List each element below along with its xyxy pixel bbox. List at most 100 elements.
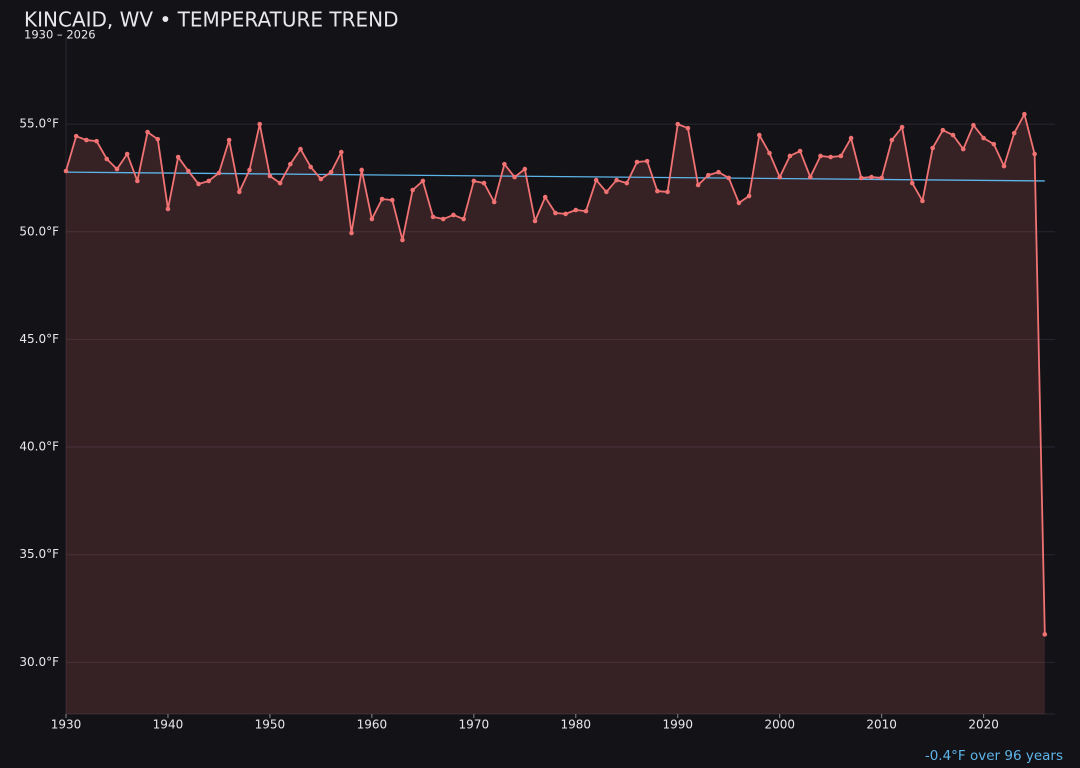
point xyxy=(420,178,426,184)
point xyxy=(542,194,548,200)
point xyxy=(491,199,497,205)
y-tick-label: 55.0°F xyxy=(19,117,59,131)
y-tick-label: 40.0°F xyxy=(19,440,59,454)
point xyxy=(1032,151,1037,157)
point xyxy=(889,137,895,143)
y-tick-label: 50.0°F xyxy=(19,224,59,238)
point xyxy=(186,168,191,174)
point xyxy=(257,121,263,127)
point xyxy=(583,208,589,214)
point xyxy=(848,135,854,141)
point xyxy=(308,164,314,170)
area-fill xyxy=(66,114,1045,714)
point xyxy=(114,166,120,172)
x-tick-label: 2020 xyxy=(968,718,999,732)
point xyxy=(451,212,456,218)
point xyxy=(104,156,110,162)
point xyxy=(858,175,864,181)
point xyxy=(644,158,650,164)
point xyxy=(593,177,599,183)
point xyxy=(400,237,405,243)
point xyxy=(532,218,538,224)
point xyxy=(624,180,630,186)
point xyxy=(247,167,252,173)
point xyxy=(237,189,242,195)
x-tick-label: 1970 xyxy=(459,718,490,732)
point xyxy=(84,137,89,143)
point xyxy=(379,196,385,202)
point xyxy=(512,174,517,180)
point xyxy=(614,177,619,183)
point xyxy=(389,197,395,203)
point xyxy=(226,137,232,143)
point xyxy=(349,230,354,236)
point xyxy=(746,193,752,199)
point xyxy=(277,180,283,186)
point xyxy=(94,138,99,144)
x-tick-label: 1940 xyxy=(153,718,184,732)
point xyxy=(440,216,446,222)
point xyxy=(73,133,79,139)
point xyxy=(828,154,833,160)
x-tick-label: 1930 xyxy=(51,718,82,732)
y-tick-label: 30.0°F xyxy=(19,655,59,669)
point xyxy=(604,189,609,195)
point xyxy=(553,210,558,216)
point xyxy=(757,132,762,138)
point xyxy=(675,121,681,127)
point xyxy=(685,125,691,131)
x-tick-label: 1960 xyxy=(357,718,388,732)
point xyxy=(410,187,415,193)
point xyxy=(716,169,721,175)
point xyxy=(328,169,334,175)
point xyxy=(369,216,375,222)
point xyxy=(920,198,925,204)
point xyxy=(145,129,150,135)
point xyxy=(777,174,783,180)
point xyxy=(909,180,915,186)
x-tick-label: 2010 xyxy=(866,718,897,732)
point xyxy=(930,145,935,151)
point xyxy=(216,170,222,176)
point xyxy=(563,211,568,217)
point xyxy=(818,153,823,159)
point xyxy=(981,135,986,141)
point xyxy=(1022,111,1027,117)
point xyxy=(471,178,477,184)
point xyxy=(461,216,466,222)
point xyxy=(318,176,324,182)
point xyxy=(695,182,701,188)
point xyxy=(175,154,181,160)
point xyxy=(135,178,140,184)
point xyxy=(807,174,813,180)
point xyxy=(655,188,660,194)
point xyxy=(196,181,201,187)
point xyxy=(706,172,711,178)
point xyxy=(634,159,640,165)
point xyxy=(298,146,303,152)
point xyxy=(155,136,161,142)
chart-subtitle: 1930 – 2026 xyxy=(24,28,96,42)
point xyxy=(838,153,844,159)
point xyxy=(971,122,976,128)
point xyxy=(63,168,69,174)
point xyxy=(124,151,130,157)
chart-title: KINCAID, WV • TEMPERATURE TREND xyxy=(24,8,398,32)
point xyxy=(665,189,670,195)
point xyxy=(430,214,436,220)
point xyxy=(165,206,171,212)
point xyxy=(522,166,528,172)
point xyxy=(502,161,507,167)
point xyxy=(288,161,293,167)
point xyxy=(267,173,273,179)
point xyxy=(338,149,344,155)
y-tick-label: 45.0°F xyxy=(19,332,59,346)
point xyxy=(950,132,956,138)
point xyxy=(899,124,905,130)
point xyxy=(879,175,884,181)
point xyxy=(1042,632,1048,637)
point xyxy=(481,180,487,186)
point xyxy=(960,146,966,152)
point xyxy=(736,200,742,206)
